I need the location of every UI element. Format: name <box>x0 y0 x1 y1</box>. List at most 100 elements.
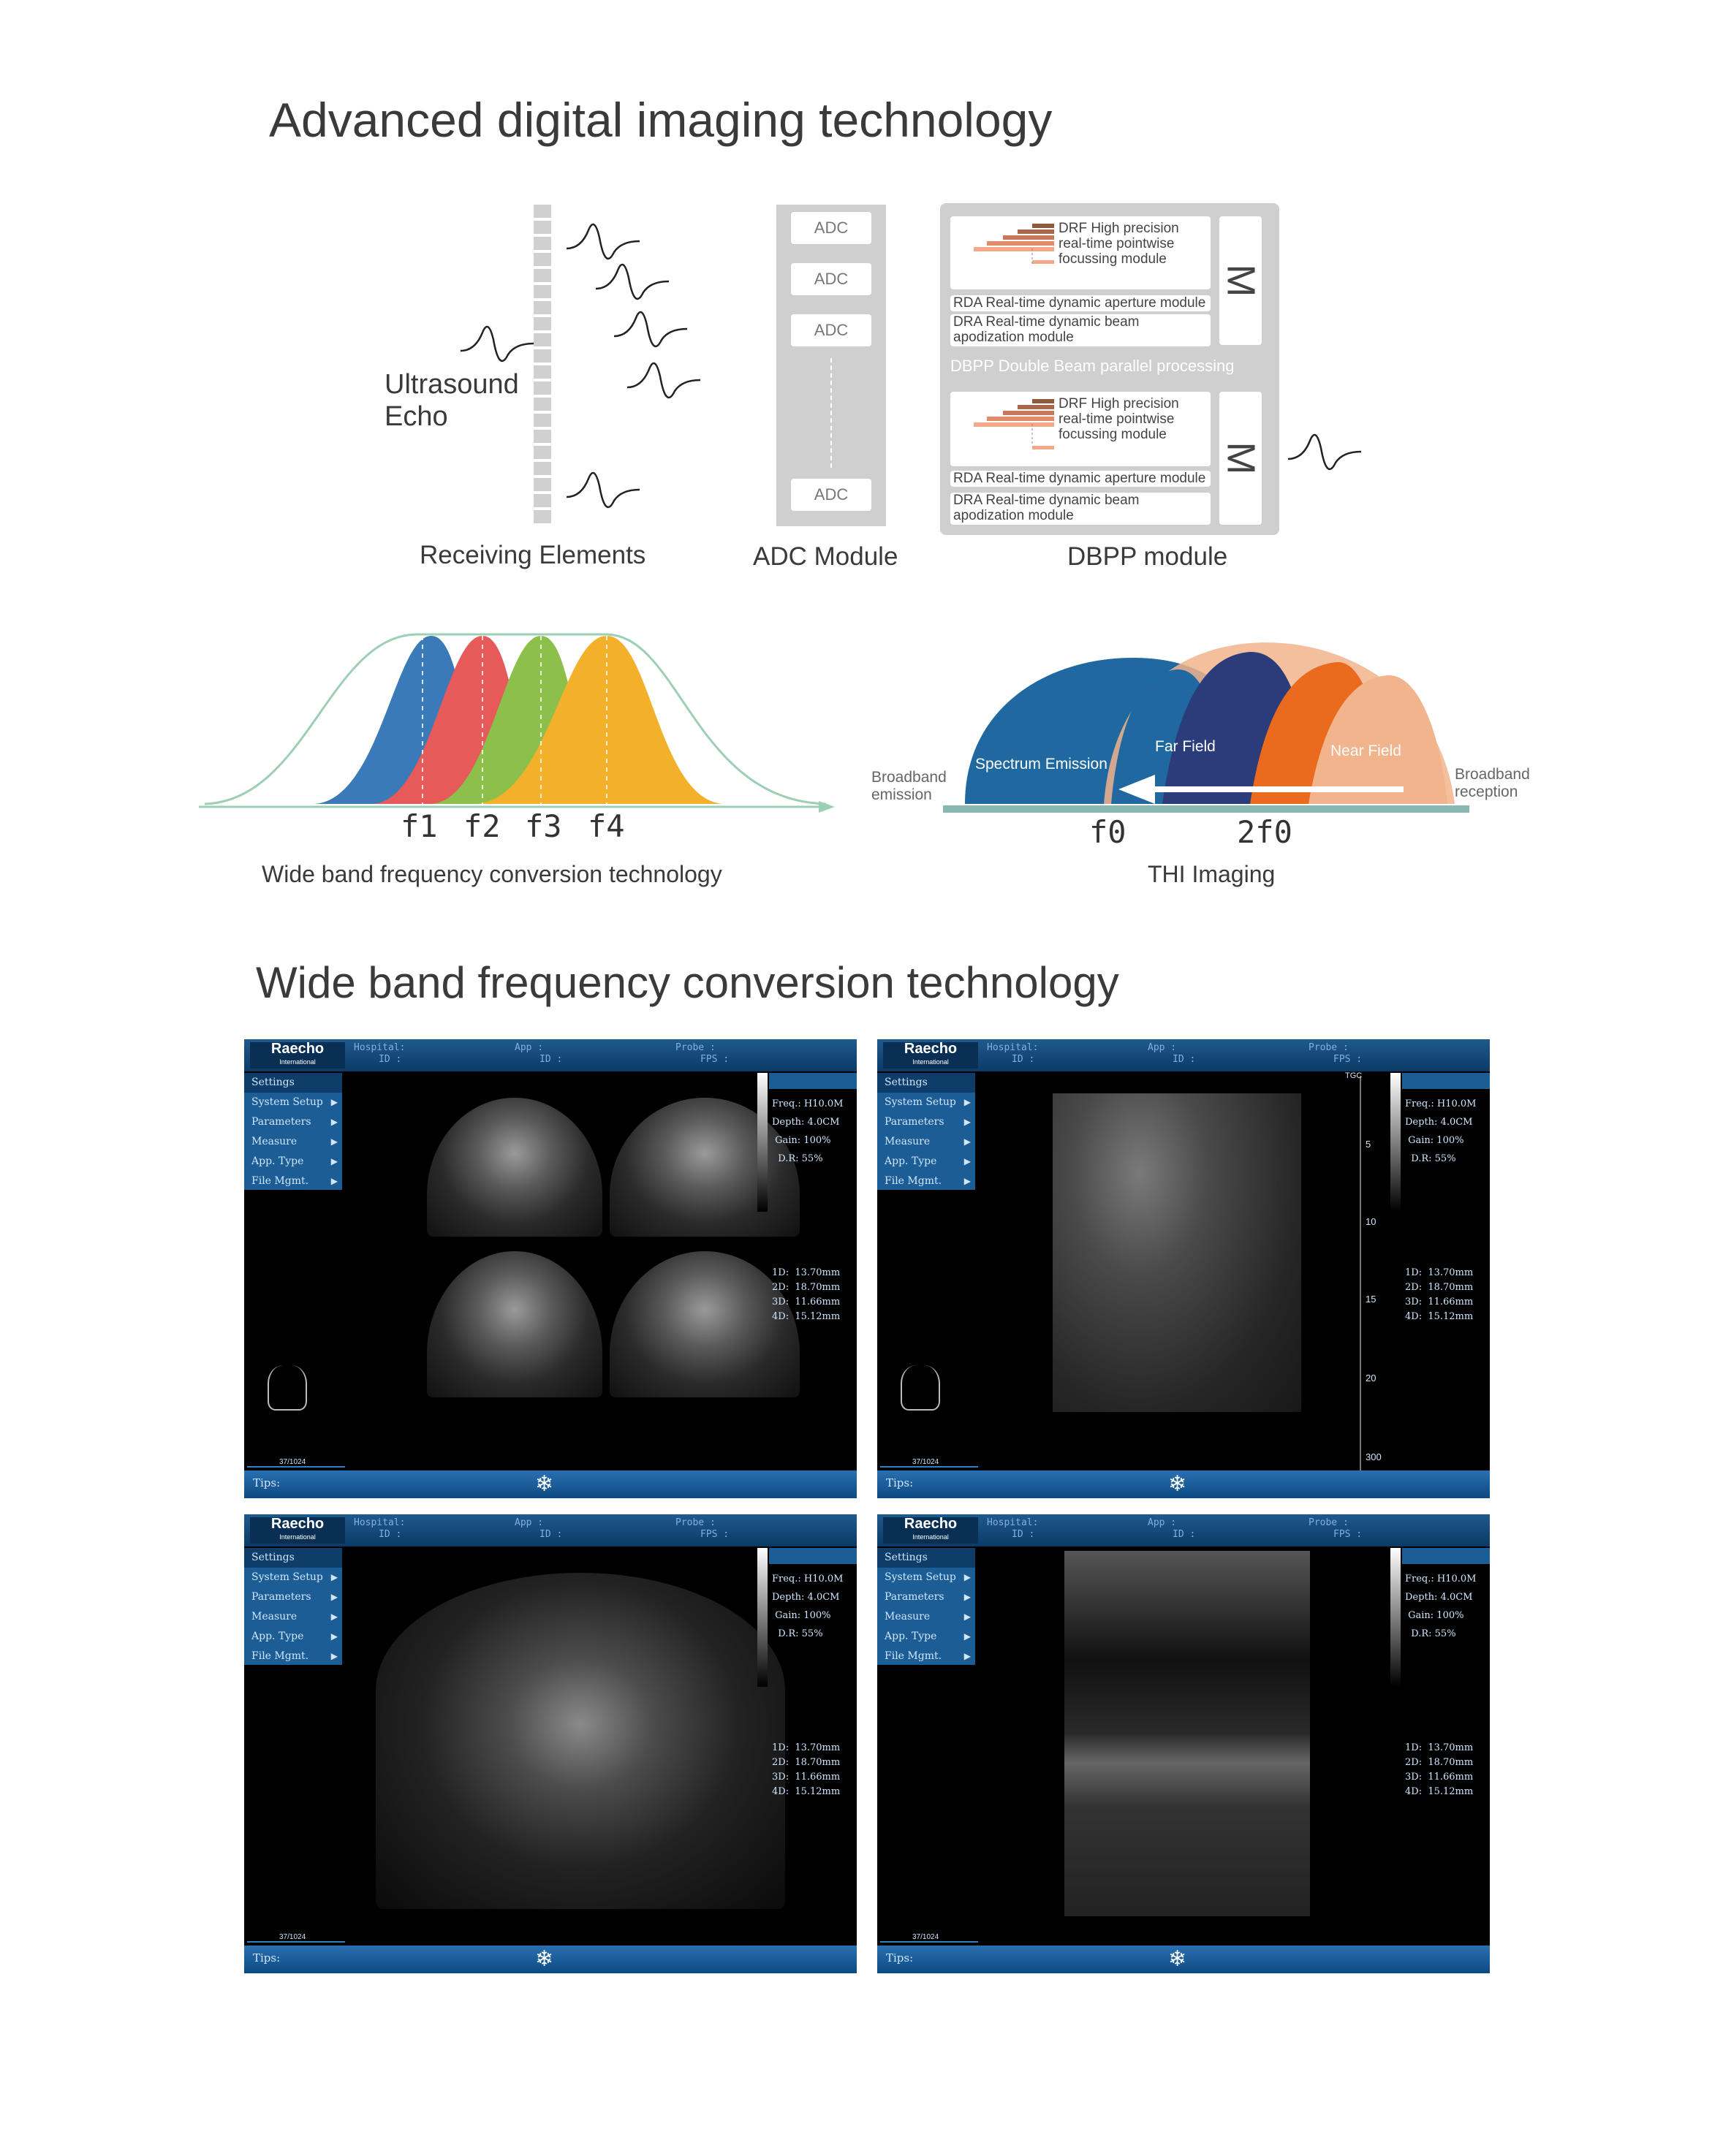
grayscale-bar <box>757 1073 768 1212</box>
ultrasound-screen-3: Raecho International Hospital: ID : App : ID … <box>244 1514 857 1973</box>
menu-item[interactable]: Settings <box>244 1073 342 1093</box>
menu-item-label: Measure <box>885 1136 931 1147</box>
mode-box[interactable] <box>1402 1548 1490 1564</box>
depth-mark: 300 <box>1366 1451 1382 1462</box>
screen-footer-bar: Tips: ❄ <box>877 1470 1490 1498</box>
menu-item[interactable]: File Mgmt. ▶ <box>877 1647 975 1666</box>
header-label: Hospital: <box>354 1042 406 1053</box>
ultrasound-image <box>1053 1093 1301 1412</box>
header-label: Hospital: <box>354 1517 406 1528</box>
mode-box[interactable] <box>1402 1073 1490 1089</box>
chevron-right-icon: ▶ <box>330 1176 338 1186</box>
drf-box-upper: DRF High precision real-time pointwise f… <box>950 216 1211 289</box>
menu-item[interactable]: System Setup ▶ <box>244 1093 342 1112</box>
mode-box[interactable] <box>769 1548 857 1564</box>
menu-item-label: Parameters <box>251 1116 311 1128</box>
tips-label: Tips: <box>886 1951 914 1965</box>
menu-item-label: App. Type <box>885 1631 937 1642</box>
menu-item[interactable]: System Setup ▶ <box>877 1093 975 1112</box>
menu-item-label: Settings <box>885 1077 928 1088</box>
cine-slider[interactable] <box>247 1941 345 1943</box>
menu-item-label: System Setup <box>251 1096 323 1108</box>
menu-item[interactable]: Measure ▶ <box>877 1132 975 1152</box>
menu-item[interactable]: Measure ▶ <box>877 1607 975 1627</box>
m-label: M <box>1218 264 1262 297</box>
menu-item[interactable]: File Mgmt. ▶ <box>244 1172 342 1191</box>
rda-box: RDA Real-time dynamic aperture module <box>950 471 1211 487</box>
ultrasound-image <box>610 1251 800 1397</box>
menu-item-label: Parameters <box>885 1591 944 1603</box>
chevron-right-icon: ▶ <box>963 1136 971 1147</box>
header-field: Hospital: ID : <box>987 1517 1038 1541</box>
chevron-right-icon: ▶ <box>963 1592 971 1602</box>
ultrasound-image <box>427 1251 602 1397</box>
menu-item[interactable]: Settings <box>244 1548 342 1568</box>
freeze-icon[interactable]: ❄ <box>1168 1472 1187 1496</box>
header-label: FPS : <box>1333 1529 1363 1540</box>
freeze-icon[interactable]: ❄ <box>535 1472 554 1496</box>
menu-item-label: App. Type <box>251 1631 304 1642</box>
menu-item-label: File Mgmt. <box>251 1650 309 1662</box>
freeze-icon[interactable]: ❄ <box>1168 1947 1187 1971</box>
menu-item[interactable]: Parameters ▶ <box>877 1587 975 1607</box>
header-label: App : <box>1148 1042 1177 1053</box>
wideband-curves <box>199 633 835 813</box>
freq-label-f2: f2 <box>463 808 501 844</box>
chevron-right-icon: ▶ <box>963 1097 971 1107</box>
cine-slider[interactable] <box>247 1466 345 1468</box>
cine-slider[interactable] <box>880 1466 978 1468</box>
menu-item[interactable]: Parameters ▶ <box>244 1587 342 1607</box>
header-label: ID : <box>1173 1054 1196 1065</box>
menu-item[interactable]: Settings <box>877 1073 975 1093</box>
grayscale-bar <box>757 1548 768 1687</box>
menu-item[interactable]: Measure ▶ <box>244 1607 342 1627</box>
menu-item[interactable]: App. Type ▶ <box>877 1627 975 1647</box>
menu-item[interactable]: System Setup ▶ <box>877 1568 975 1587</box>
tgc-label: TGC <box>1345 1071 1363 1080</box>
depth-mark: 20 <box>1366 1373 1376 1383</box>
brand-logo: Raecho International <box>883 1517 978 1544</box>
chevron-right-icon: ▶ <box>963 1612 971 1622</box>
ultrasound-image <box>427 1098 602 1237</box>
frame-counter: 37/1024 <box>912 1458 939 1466</box>
menu-item-label: Measure <box>885 1611 931 1622</box>
header-label: ID : <box>1012 1054 1035 1065</box>
frame-counter: 37/1024 <box>279 1458 306 1466</box>
header-field: Probe : FPS : <box>1309 1517 1362 1541</box>
header-label: ID : <box>379 1054 402 1065</box>
menu-item[interactable]: File Mgmt. ▶ <box>877 1172 975 1191</box>
menu-item-label: Settings <box>251 1552 295 1563</box>
menu-item-label: Settings <box>885 1552 928 1563</box>
menu-item[interactable]: File Mgmt. ▶ <box>244 1647 342 1666</box>
screen-footer-bar: Tips: ❄ <box>244 1946 857 1973</box>
freeze-icon[interactable]: ❄ <box>535 1947 554 1971</box>
menu-item-label: App. Type <box>251 1155 304 1167</box>
ultrasound-screen-1: Raecho International Hospital: ID : App : ID … <box>244 1039 857 1498</box>
header-label: FPS : <box>1333 1054 1363 1065</box>
tips-label: Tips: <box>253 1476 281 1489</box>
menu-item[interactable]: App. Type ▶ <box>877 1152 975 1172</box>
ultrasound-screen-2: Raecho International Hospital: ID : App : ID … <box>877 1039 1490 1498</box>
chevron-right-icon: ▶ <box>330 1097 338 1107</box>
page-title: Advanced digital imaging technology <box>269 93 1053 147</box>
drf-text: DRF High precision real-time pointwise f… <box>1059 396 1179 442</box>
grayscale-bar <box>1390 1548 1401 1687</box>
header-label: ID : <box>1012 1529 1035 1540</box>
menu-item[interactable]: Parameters ▶ <box>244 1112 342 1132</box>
cine-slider[interactable] <box>880 1941 978 1943</box>
chevron-right-icon: ▶ <box>963 1651 971 1661</box>
header-label: App : <box>515 1517 544 1528</box>
focus-bars-lower <box>974 399 1054 449</box>
header-field: App : ID : <box>515 1517 562 1541</box>
menu-item[interactable]: Settings <box>877 1548 975 1568</box>
dbpp-caption: DBPP module <box>1067 542 1228 571</box>
menu-item[interactable]: App. Type ▶ <box>244 1152 342 1172</box>
menu-item[interactable]: Measure ▶ <box>244 1132 342 1152</box>
mode-box[interactable] <box>769 1073 857 1089</box>
menu-item[interactable]: Parameters ▶ <box>877 1112 975 1132</box>
dbpp-module: DRF High precision real-time pointwise f… <box>940 203 1279 535</box>
freq-label-f1: f1 <box>401 808 438 844</box>
menu-item[interactable]: App. Type ▶ <box>244 1627 342 1647</box>
menu-item[interactable]: System Setup ▶ <box>244 1568 342 1587</box>
adc-box: ADC <box>791 212 871 244</box>
